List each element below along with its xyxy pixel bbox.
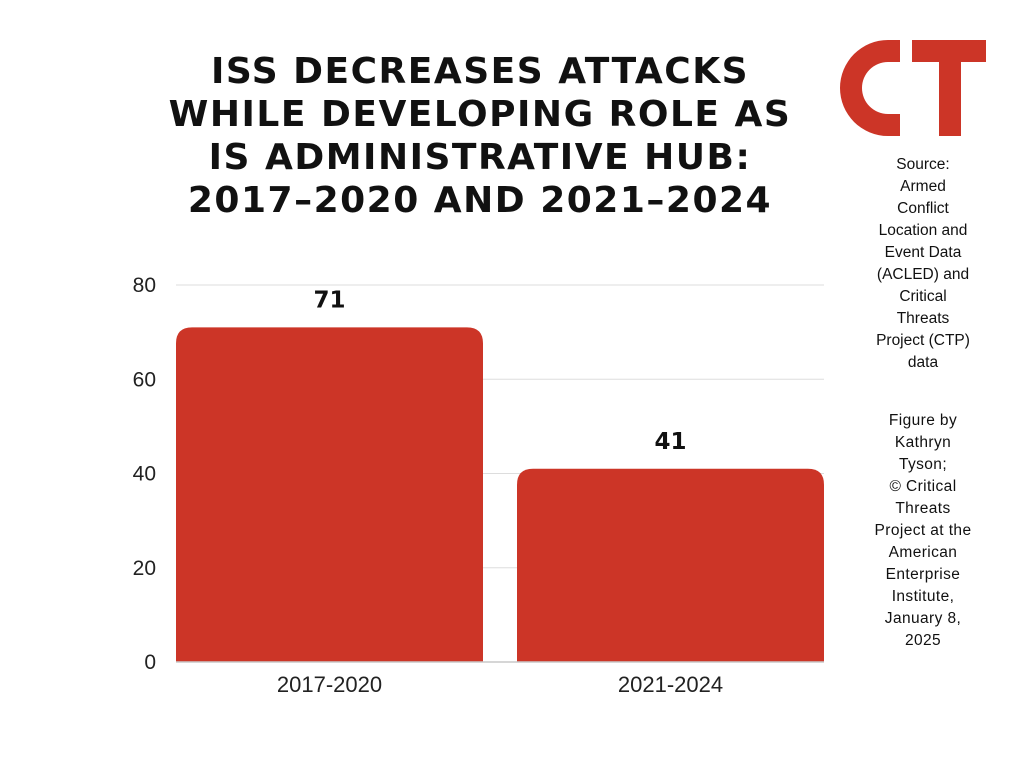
credit-note-line: Tyson; (898, 456, 948, 473)
source-note-line: Location and (878, 222, 968, 239)
ctp-logo (840, 40, 986, 136)
chart-title-line: IS ADMINISTRATIVE HUB: (208, 137, 752, 178)
source-note: Source: Armed Conflict Location and Event Da… (862, 154, 984, 374)
chart-title-line: 2017–2020 AND 2021–2024 (187, 180, 773, 221)
source-note-line: Critical (899, 288, 947, 305)
y-tick-label: 40 (133, 463, 156, 486)
credit-note-line: January 8, (884, 610, 962, 627)
credit-note-line: Threats (895, 500, 951, 517)
source-note-line: Event Data (884, 244, 962, 261)
bar (176, 327, 483, 662)
credit-note-line: Enterprise (885, 566, 961, 583)
y-tick-label: 60 (133, 368, 156, 391)
y-tick-label: 80 (133, 274, 156, 297)
source-note-line: Project (CTP) (876, 332, 970, 349)
credit-note-line: Institute, (891, 588, 955, 605)
bar (517, 468, 824, 662)
chart-title-line: ISS DECREASES ATTACKS (210, 51, 750, 92)
data-labels: 71 41 (313, 287, 686, 454)
credit-note-line: American (888, 544, 958, 561)
bar-value-label: 71 (313, 287, 345, 313)
bars (176, 327, 824, 662)
source-note-line: (ACLED) and (876, 266, 970, 283)
chart-title: ISS DECREASES ATTACKS WHILE DEVELOPING RO… (150, 50, 810, 222)
source-note-line: Threats (896, 310, 950, 327)
y-tick-label: 20 (133, 557, 156, 580)
source-note-line: Source: (896, 156, 950, 173)
logo-letter-c (840, 40, 900, 136)
x-axis: 2017-2020 2021-2024 (176, 661, 824, 697)
chart-title-line: WHILE DEVELOPING ROLE AS (168, 94, 792, 135)
source-note-line: Armed (900, 178, 946, 195)
bar-chart: 0 20 40 60 80 2017-2020 2021-2024 71 41 (133, 274, 824, 697)
bar-value-label: 41 (654, 429, 686, 455)
credit-note-line: Figure by (888, 412, 958, 429)
source-note-line: data (907, 354, 939, 371)
credit-note-line: © Critical (889, 478, 957, 495)
credit-note-line: Project at the (874, 522, 972, 539)
logo-letter-t-stem (939, 40, 961, 136)
figure-credit: Figure by Kathryn Tyson; © Critical Threats P… (862, 410, 984, 652)
x-category-label: 2021-2024 (618, 672, 723, 697)
x-category-label: 2017-2020 (277, 672, 382, 697)
credit-note-line: 2025 (904, 632, 942, 649)
source-note-line: Conflict (897, 200, 949, 217)
y-tick-label: 0 (144, 651, 156, 674)
credit-note-line: Kathryn (894, 434, 952, 451)
y-axis: 0 20 40 60 80 (133, 274, 156, 674)
